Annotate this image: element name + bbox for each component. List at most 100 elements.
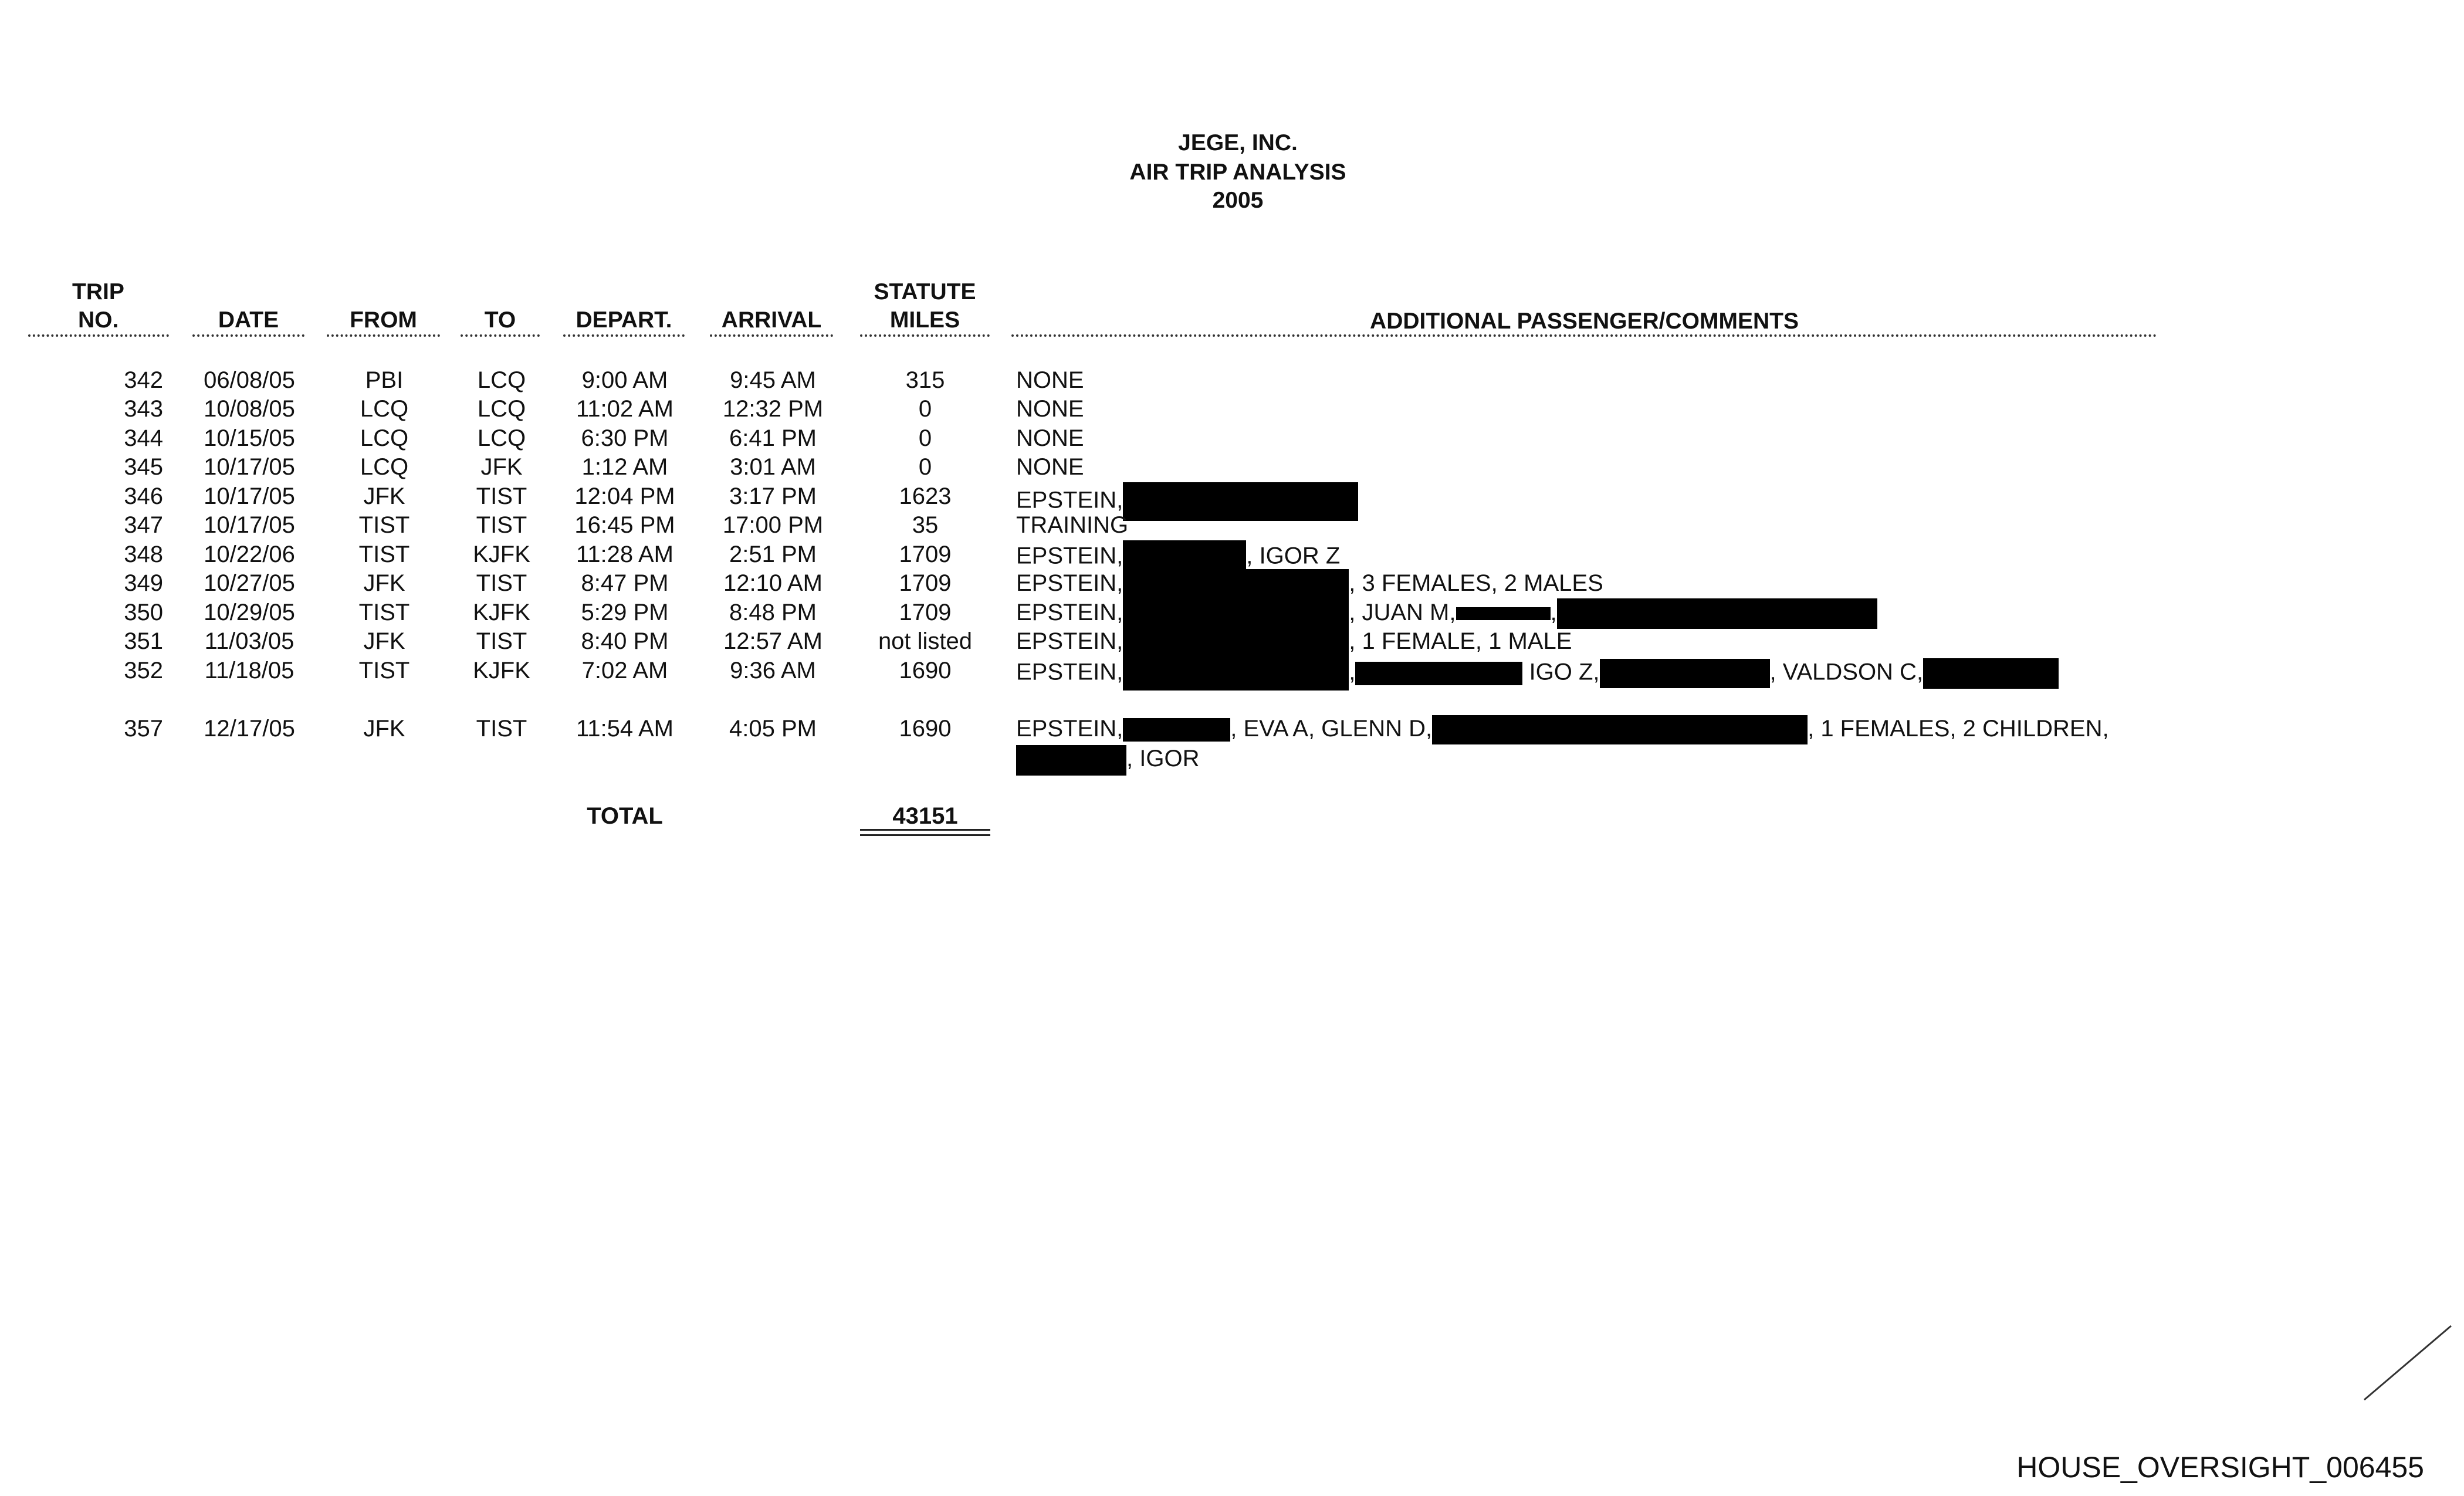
row-to: LCQ [477, 367, 526, 393]
row-to: LCQ [477, 396, 526, 422]
report-title: AIR TRIP ANALYSIS [1129, 160, 1346, 185]
redaction-box [1123, 482, 1359, 521]
row-miles: 1709 [899, 541, 952, 567]
comment-text: NONE [1016, 425, 1084, 451]
row-depart: 6:30 PM [581, 425, 669, 451]
company-name: JEGE, INC. [1178, 130, 1298, 155]
row-date: 10/15/05 [204, 425, 295, 451]
redaction-box [1123, 540, 1247, 574]
header-underline [563, 334, 685, 337]
header-from: FROM [350, 307, 417, 333]
comment-text: , 3 FEMALES, 2 MALES [1349, 570, 1603, 596]
row-arrival: 6:41 PM [729, 425, 817, 451]
header-underline [461, 334, 540, 337]
total-label: TOTAL [587, 803, 663, 829]
row-miles: 315 [905, 367, 945, 393]
redaction-box [1599, 659, 1770, 688]
redaction-box [1123, 627, 1349, 658]
row-trip: 351 [124, 628, 163, 654]
row-arrival: 9:36 AM [730, 658, 816, 683]
row-date: 12/17/05 [204, 716, 295, 742]
header-underline [860, 334, 990, 337]
row-comments: EPSTEIN, , 3 FEMALES, 2 MALES [1016, 569, 1603, 600]
header-date: DATE [218, 307, 279, 333]
comment-text: NONE [1016, 367, 1084, 393]
header-trip-line1: TRIP [72, 279, 124, 304]
redaction-box [1016, 744, 1126, 776]
row-arrival: 8:48 PM [729, 600, 817, 625]
row-trip: 345 [124, 454, 163, 480]
row-trip: 350 [124, 600, 163, 625]
row-trip: 349 [124, 570, 163, 596]
comment-text: EPSTEIN, [1016, 543, 1123, 569]
header-underline [192, 334, 304, 337]
row-arrival: 12:10 AM [723, 570, 823, 596]
row-arrival: 12:32 PM [722, 396, 824, 422]
header-miles-line2: MILES [889, 307, 960, 333]
header-arrival: ARRIVAL [721, 307, 822, 333]
row-depart: 11:28 AM [576, 541, 674, 567]
comment-text: , 1 FEMALE, 1 MALE [1349, 628, 1572, 654]
row-comments: TRAINING [1016, 511, 1128, 539]
row-from: JFK [363, 483, 405, 509]
header-statute-miles: STATUTE MILES [860, 278, 990, 334]
row-comments: EPSTEIN, , IGOR Z [1016, 540, 1340, 574]
row-to: JFK [480, 454, 523, 480]
redaction-box [1556, 598, 1877, 629]
header-trip-no: TRIP NO. [28, 278, 175, 334]
comment-text: , VALDSON C, [1769, 659, 1924, 685]
comment-text: , 1 FEMALES, 2 CHILDREN, [1808, 716, 2109, 742]
row-comments: NONE [1016, 366, 1084, 394]
comment-text: IGO Z, [1529, 659, 1600, 685]
row-miles: not listed [878, 628, 973, 654]
row-comments: NONE [1016, 453, 1084, 481]
row-trip: 346 [124, 483, 163, 509]
row-depart: 11:54 AM [576, 716, 674, 742]
row-from: LCQ [360, 425, 409, 451]
row-trip: 352 [124, 658, 163, 683]
row-to: LCQ [477, 425, 526, 451]
row-to: KJFK [473, 541, 530, 567]
row-arrival: 17:00 PM [722, 512, 824, 538]
row-comments: EPSTEIN, , EVA A, GLENN D, , 1 FEMALES, 2 … [1016, 715, 2109, 776]
row-trip: 357 [124, 716, 163, 742]
row-trip: 347 [124, 512, 163, 538]
row-comments: EPSTEIN, , JUAN M,, [1016, 598, 1877, 629]
comment-text: , EVA A, GLENN D, [1230, 716, 1433, 742]
row-to: TIST [476, 716, 527, 742]
comment-text: NONE [1016, 454, 1084, 480]
row-arrival: 2:51 PM [729, 541, 817, 567]
redaction-box [1456, 607, 1551, 621]
row-to: TIST [476, 483, 527, 509]
row-miles: 1709 [899, 600, 952, 625]
comment-text: , JUAN M, [1349, 600, 1456, 625]
comment-text: EPSTEIN, [1016, 570, 1123, 596]
row-to: KJFK [473, 658, 530, 683]
comment-text: , IGOR Z [1246, 543, 1341, 569]
header-underline [28, 334, 169, 337]
row-date: 10/17/05 [204, 483, 295, 509]
row-from: TIST [358, 658, 410, 683]
row-from: PBI [365, 367, 404, 393]
row-depart: 11:02 AM [576, 396, 674, 422]
row-date: 10/17/05 [204, 454, 295, 480]
row-from: JFK [363, 716, 405, 742]
row-miles: 1709 [899, 570, 952, 596]
redaction-box [1355, 662, 1523, 685]
row-depart: 9:00 AM [581, 367, 668, 393]
header-trip-line2: NO. [78, 307, 119, 333]
row-comments: NONE [1016, 395, 1084, 423]
row-depart: 8:40 PM [581, 628, 669, 654]
row-comments: EPSTEIN, , 1 FEMALE, 1 MALE [1016, 627, 1572, 658]
row-comments: EPSTEIN, [1016, 482, 1359, 521]
row-trip: 342 [124, 367, 163, 393]
row-date: 06/08/05 [204, 367, 295, 393]
comment-text: , [1550, 600, 1557, 625]
redaction-box [1123, 569, 1349, 600]
header-underline [327, 334, 440, 337]
row-to: KJFK [473, 600, 530, 625]
row-date: 11/03/05 [204, 628, 295, 654]
row-trip: 348 [124, 541, 163, 567]
row-miles: 1623 [899, 483, 952, 509]
row-arrival: 3:01 AM [730, 454, 816, 480]
